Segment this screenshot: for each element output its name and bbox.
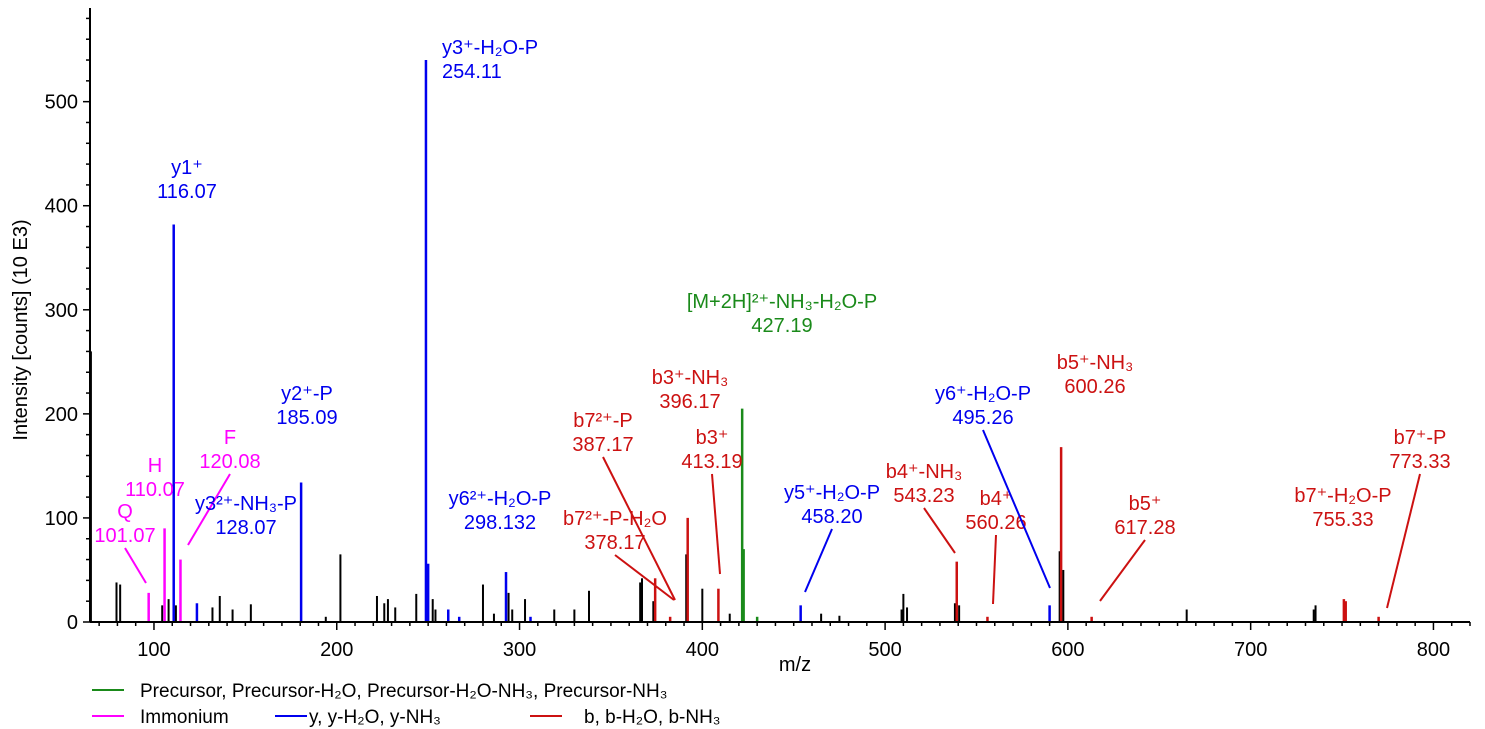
peak-annotation-ion: H	[148, 455, 162, 477]
annotation-leader-line	[1099, 539, 1146, 602]
x-tick-label: 500	[868, 639, 901, 661]
annotation-leader-line	[711, 473, 721, 575]
x-tick-label: 700	[1234, 639, 1267, 661]
peak-annotation-ion: y6²⁺-H₂O-P	[449, 488, 552, 510]
peak-annotation-mz: 755.33	[1312, 509, 1373, 531]
peak-annotation-ion: y3⁺-H₂O-P	[442, 37, 538, 59]
legend: Precursor, Precursor-H₂O, Precursor-H₂O-…	[92, 681, 721, 728]
y-tick-label: 400	[45, 196, 78, 218]
annotation-leader-line	[1386, 473, 1421, 609]
peak-annotation-ion: b5⁺-NH₃	[1057, 352, 1134, 374]
peak-annotation-ion: b5⁺	[1129, 493, 1162, 515]
annotation-leader-line	[923, 507, 956, 554]
y-tick-label: 500	[45, 92, 78, 114]
peak-annotation-mz: 378.17	[584, 532, 645, 554]
peak-annotation-ion: Q	[117, 501, 133, 523]
y-tick-label: 200	[45, 404, 78, 426]
y-tick-label: 100	[45, 508, 78, 530]
peaks	[89, 60, 1380, 622]
y-axis-ticks: 0 100 200 300 400 500	[45, 17, 90, 634]
peak-annotation-mz: 101.07	[94, 525, 155, 547]
x-axis-label: m/z	[779, 654, 811, 676]
annotation-leader-line	[614, 554, 675, 601]
peak-annotation-mz: 560.26	[965, 512, 1026, 534]
peak-annotation-mz: 458.20	[801, 506, 862, 528]
peak-annotation-mz: 600.26	[1064, 376, 1125, 398]
peak-annotation-ion: y1⁺	[171, 157, 203, 179]
annotation-leader-line	[124, 547, 147, 584]
peak-annotation-ion: b7⁺-H₂O-P	[1294, 485, 1391, 507]
peak-annotation-mz: 110.07	[125, 479, 185, 501]
annotation-leader-line	[602, 456, 676, 601]
peak-annotation-ion: [M+2H]²⁺-NH₃-H₂O-P	[687, 291, 877, 313]
peak-annotation-ion: b4⁺-NH₃	[886, 461, 963, 483]
peak-annotation-ion: y5⁺-H₂O-P	[784, 482, 880, 504]
x-tick-label: 400	[686, 639, 719, 661]
annotation-leader-line	[992, 534, 997, 605]
peak-annotation-ion: b7²⁺-P-H₂O	[563, 508, 667, 530]
x-tick-label: 800	[1417, 639, 1450, 661]
peak-annotation-mz: 773.33	[1389, 451, 1450, 473]
legend-label-immonium: Immonium	[140, 707, 229, 728]
peak-annotation-mz: 495.26	[952, 407, 1013, 429]
peak-annotation-mz: 413.19	[681, 451, 742, 473]
peak-annotation-ion: b3⁺-NH₃	[652, 367, 729, 389]
x-tick-label: 100	[137, 639, 170, 661]
peak-annotation-mz: 543.23	[893, 485, 954, 507]
x-tick-label: 300	[503, 639, 536, 661]
legend-label-precursor: Precursor, Precursor-H₂O, Precursor-H₂O-…	[140, 681, 667, 702]
peak-annotation-ion: y2⁺-P	[281, 383, 333, 405]
peak-annotation-mz: 617.28	[1114, 517, 1175, 539]
peak-annotation-mz: 396.17	[659, 391, 720, 413]
y-tick-label: 300	[45, 300, 78, 322]
peak-annotation-mz: 128.07	[215, 517, 276, 539]
peak-annotation-mz: 254.11	[442, 61, 502, 83]
x-tick-label: 200	[320, 639, 353, 661]
peak-annotation-mz: 427.19	[751, 315, 812, 337]
peak-annotation-ion: b7²⁺-P	[573, 410, 632, 432]
peak-annotation-mz: 120.08	[199, 451, 260, 473]
annotation-leader-line	[804, 528, 833, 593]
peak-annotation-ion: y3²⁺-NH₃-P	[195, 493, 297, 515]
legend-label-b: b, b-H₂O, b-NH₃	[584, 707, 721, 728]
x-axis-ticks: 100 200 300 400 500 600 700 800	[98, 622, 1471, 661]
y-tick-label: 0	[67, 612, 78, 634]
annotation-leader-line	[187, 473, 231, 546]
peak-annotation-ion: b3⁺	[696, 427, 729, 449]
peak-annotation-mz: 298.132	[464, 512, 536, 534]
peak-annotation-ion: b7⁺-P	[1394, 427, 1447, 449]
y-axis-label: Intensity [counts] (10 E3)	[10, 219, 32, 440]
peak-annotation-mz: 185.09	[276, 407, 337, 429]
peak-annotation-ion: F	[224, 427, 236, 449]
peak-annotation-mz: 387.17	[572, 434, 633, 456]
peak-annotation-mz: 116.07	[157, 181, 217, 203]
x-tick-label: 600	[1051, 639, 1084, 661]
peak-annotation-ion: y6⁺-H₂O-P	[935, 383, 1031, 405]
legend-label-y: y, y-H₂O, y-NH₃	[309, 707, 441, 728]
peak-annotation-ion: b4⁺	[980, 488, 1013, 510]
annotation-leader-line	[982, 429, 1051, 589]
